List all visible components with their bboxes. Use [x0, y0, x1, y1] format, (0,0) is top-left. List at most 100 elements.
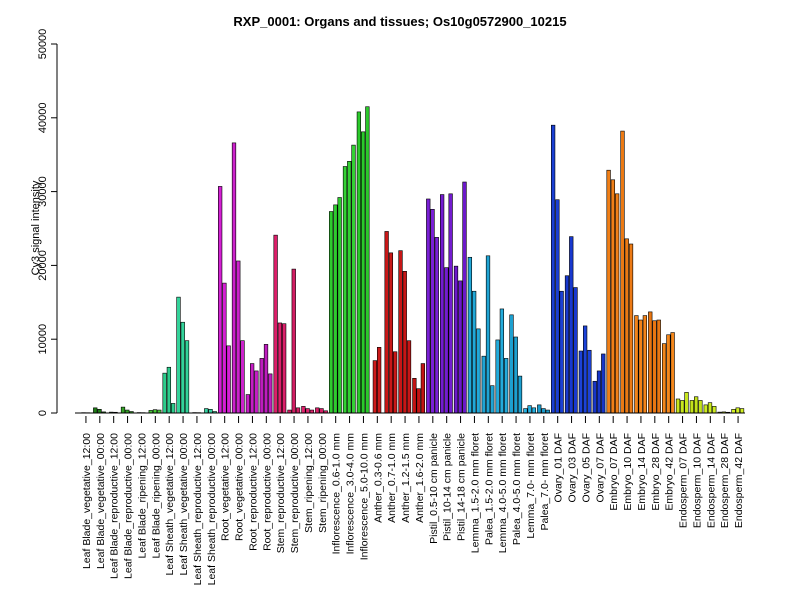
bar [329, 212, 333, 413]
x-tick-label: Stem_ripening_12:00 [303, 433, 315, 533]
bar [385, 231, 389, 413]
bar [468, 257, 472, 413]
bar [643, 316, 647, 413]
bar [712, 406, 716, 413]
bar [389, 253, 393, 413]
x-tick-label: Pistil_0.5-10 cm panicle [428, 433, 440, 544]
x-tick-label: Leaf Sheath_vegetative_12:00 [164, 433, 176, 576]
bar [282, 324, 286, 413]
bar [445, 268, 449, 413]
x-tick-label: Leaf Blade_ripening_00:00 [150, 433, 162, 559]
bar [204, 409, 208, 413]
x-tick-label: Pistil_10-14 cm panicle [442, 433, 454, 541]
x-tick-label: Lemma_1.5-2.0 mm floret [469, 433, 481, 553]
bar [671, 333, 675, 413]
x-tick-label: Lemma_7.0- mm floret [525, 433, 537, 539]
bar [486, 256, 490, 413]
x-tick-label: Leaf Sheath_reproductive_00:00 [206, 433, 218, 586]
bar [542, 409, 546, 413]
bar [537, 405, 541, 413]
bar [653, 321, 657, 413]
bar [685, 392, 689, 413]
bar [255, 371, 259, 413]
x-tick-label: Leaf Sheath_vegetative_00:00 [178, 433, 190, 576]
x-tick-label: Anther_1.2-1.5 mm [400, 433, 412, 523]
x-axis-ticks [86, 416, 738, 423]
bar [241, 341, 245, 413]
x-tick-label: Root_vegetative_12:00 [220, 433, 232, 541]
x-tick-label: Inflorescence_3.0-4.0 mm [345, 433, 357, 555]
bar [209, 409, 213, 413]
bar [274, 235, 278, 413]
x-tick-label: Palea_4.0-5.0 mm floret [511, 433, 523, 545]
bar [556, 200, 560, 413]
bar [629, 244, 633, 413]
bar [260, 358, 264, 413]
x-tick-label: Inflorescence_0.6-1.0 mm [331, 433, 343, 555]
bar [615, 194, 619, 413]
bar [302, 406, 306, 413]
chart-title: RXP_0001: Organs and tissues; Os10g05729… [233, 14, 566, 29]
x-tick-label: Ovary_07 DAF [594, 433, 606, 502]
x-tick-label: Endosperm_28 DAF [719, 433, 731, 528]
bar [593, 381, 597, 413]
bar [532, 408, 536, 413]
x-tick-label: Inflorescence_5.0-10.0 mm [358, 433, 370, 560]
bar [528, 406, 532, 413]
bar [185, 341, 189, 413]
bar [343, 167, 347, 413]
bar [320, 409, 324, 413]
y-tick-label: 0 [37, 410, 49, 416]
x-tick-label: Leaf Sheath_reproductive_12:00 [192, 433, 204, 586]
x-tick-label: Root_reproductive_00:00 [261, 433, 273, 551]
bar [292, 269, 296, 413]
bar [366, 107, 370, 413]
bar [732, 409, 736, 413]
x-tick-label: Embryo_42 DAF [664, 433, 676, 511]
bar [246, 395, 250, 413]
bar [611, 180, 615, 413]
x-tick-label: Stem_ripening_00:00 [317, 433, 329, 533]
bar [93, 408, 97, 413]
bar [625, 239, 629, 413]
bar [601, 354, 605, 413]
y-tick-label: 30000 [37, 176, 49, 207]
bar [393, 352, 397, 413]
bar [177, 297, 181, 413]
bar [167, 367, 171, 413]
bar [639, 320, 643, 413]
bar [514, 337, 518, 413]
bar [551, 125, 555, 413]
bar [440, 195, 444, 413]
bar [708, 403, 712, 413]
x-tick-label: Leaf Blade_reproductive_12:00 [109, 433, 121, 579]
bar [667, 335, 671, 413]
bar [657, 320, 661, 413]
bar [431, 209, 435, 413]
bar [347, 161, 351, 413]
x-tick-label: Anther_0.7-1.0 mm [386, 433, 398, 523]
bar [635, 316, 639, 413]
bar [454, 266, 458, 413]
bar [377, 347, 381, 413]
bar [421, 364, 425, 413]
x-tick-label: Ovary_01 DAF [553, 433, 565, 502]
bar [569, 237, 573, 413]
bar [490, 386, 494, 413]
bar [278, 323, 282, 413]
x-tick-label: Leaf Blade_vegetative_12:00 [81, 433, 93, 569]
x-tick-label: Ovary_03 DAF [567, 433, 579, 502]
x-tick-label: Palea_7.0- mm floret [539, 433, 551, 531]
bar [662, 344, 666, 413]
bar [413, 378, 417, 413]
bar [524, 409, 528, 413]
bar [699, 400, 703, 413]
x-tick-label: Root_reproductive_12:00 [247, 433, 259, 551]
bar [232, 143, 236, 413]
bar [463, 182, 467, 413]
bar [361, 132, 365, 413]
bar [482, 356, 486, 413]
bar [740, 409, 744, 413]
